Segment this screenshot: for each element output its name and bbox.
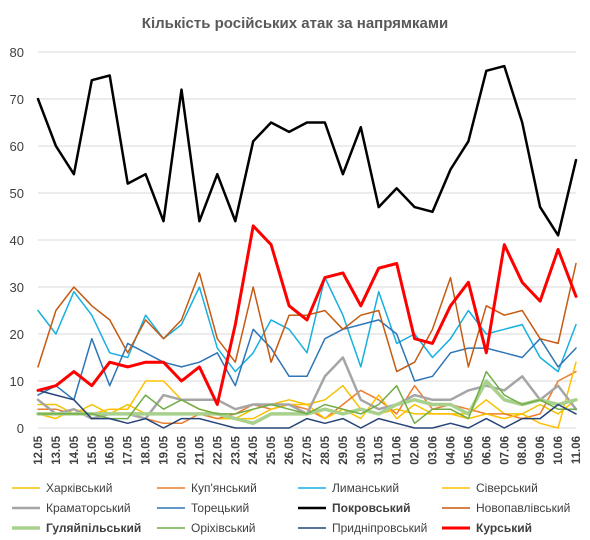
x-tick-label: 20.05 <box>176 435 188 464</box>
x-tick-label: 01.06 <box>392 436 404 465</box>
legend-label: Куп'янський <box>191 481 257 495</box>
y-tick-label: 20 <box>10 327 24 342</box>
x-tick-label: 13.05 <box>51 435 63 464</box>
y-tick-label: 70 <box>10 92 24 107</box>
legend-label: Новопавлівський <box>476 501 570 515</box>
x-axis: 12.05 13.05 14.05 15.05 16.05 17.05 18.05 19.05… <box>33 435 583 464</box>
x-tick-label: 06.06 <box>481 436 493 465</box>
legend-label: Придніпровський <box>332 521 427 535</box>
x-tick-label: 21.05 <box>194 435 206 464</box>
legend-label: Курський <box>476 521 532 535</box>
x-tick-label: 24.05 <box>248 435 260 464</box>
x-tick-label: 29.05 <box>338 435 350 464</box>
x-tick-label: 09.06 <box>535 436 547 465</box>
x-tick-label: 19.05 <box>159 435 171 464</box>
x-tick-label: 02.06 <box>410 436 422 465</box>
x-tick-label: 12.05 <box>33 435 45 464</box>
series-line <box>37 370 577 425</box>
x-tick-label: 14.05 <box>69 435 81 464</box>
x-tick-label: 11.06 <box>571 436 583 464</box>
legend-label: Торецький <box>191 501 249 515</box>
x-tick-label: 15.05 <box>87 435 99 464</box>
legend-label: Оріхівський <box>191 521 256 535</box>
y-tick-label: 30 <box>10 280 24 295</box>
series-line <box>36 224 578 406</box>
y-axis: 0 10 20 30 40 50 60 70 80 <box>10 45 24 436</box>
legend-label: Покровський <box>332 501 411 515</box>
x-tick-label: 27.05 <box>302 435 314 464</box>
x-tick-label: 18.05 <box>141 435 153 464</box>
gridlines <box>38 51 576 429</box>
x-tick-label: 22.05 <box>212 435 224 464</box>
x-tick-label: 26.05 <box>284 435 296 464</box>
legend-label: Харківський <box>46 481 112 495</box>
x-tick-label: 16.05 <box>105 435 117 464</box>
x-tick-label: 23.05 <box>230 435 242 464</box>
y-tick-label: 60 <box>10 139 24 154</box>
series-line <box>36 64 578 237</box>
series-line <box>37 361 577 429</box>
x-tick-label: 17.05 <box>123 435 135 464</box>
x-tick-label: 05.06 <box>463 436 475 465</box>
y-tick-label: 40 <box>10 233 24 248</box>
series-line <box>37 262 577 373</box>
series-line <box>37 276 577 373</box>
x-tick-label: 08.06 <box>517 436 529 465</box>
x-tick-label: 25.05 <box>266 435 278 464</box>
legend-label: Краматорський <box>46 501 131 515</box>
y-tick-label: 0 <box>17 421 24 436</box>
legend-label: Сіверський <box>476 481 538 495</box>
x-tick-label: 28.05 <box>320 435 332 464</box>
x-tick-label: 07.06 <box>499 436 511 465</box>
x-tick-label: 30.05 <box>356 435 368 464</box>
x-tick-label: 31.05 <box>374 435 386 464</box>
legend: Харківський Куп'янський Лиманський Сіверськ… <box>12 481 570 535</box>
x-tick-label: 04.06 <box>445 436 457 465</box>
x-tick-label: 03.06 <box>428 436 440 465</box>
series-lines <box>36 64 578 429</box>
y-tick-label: 80 <box>10 45 24 60</box>
legend-label: Гуляйпільський <box>46 521 141 535</box>
chart-title: Кількість російських атак за напрямками <box>142 15 448 32</box>
y-tick-label: 50 <box>10 186 24 201</box>
y-tick-label: 10 <box>10 374 24 389</box>
x-tick-label: 10.06 <box>553 436 565 465</box>
legend-label: Лиманський <box>332 481 399 495</box>
series-line <box>37 389 577 429</box>
